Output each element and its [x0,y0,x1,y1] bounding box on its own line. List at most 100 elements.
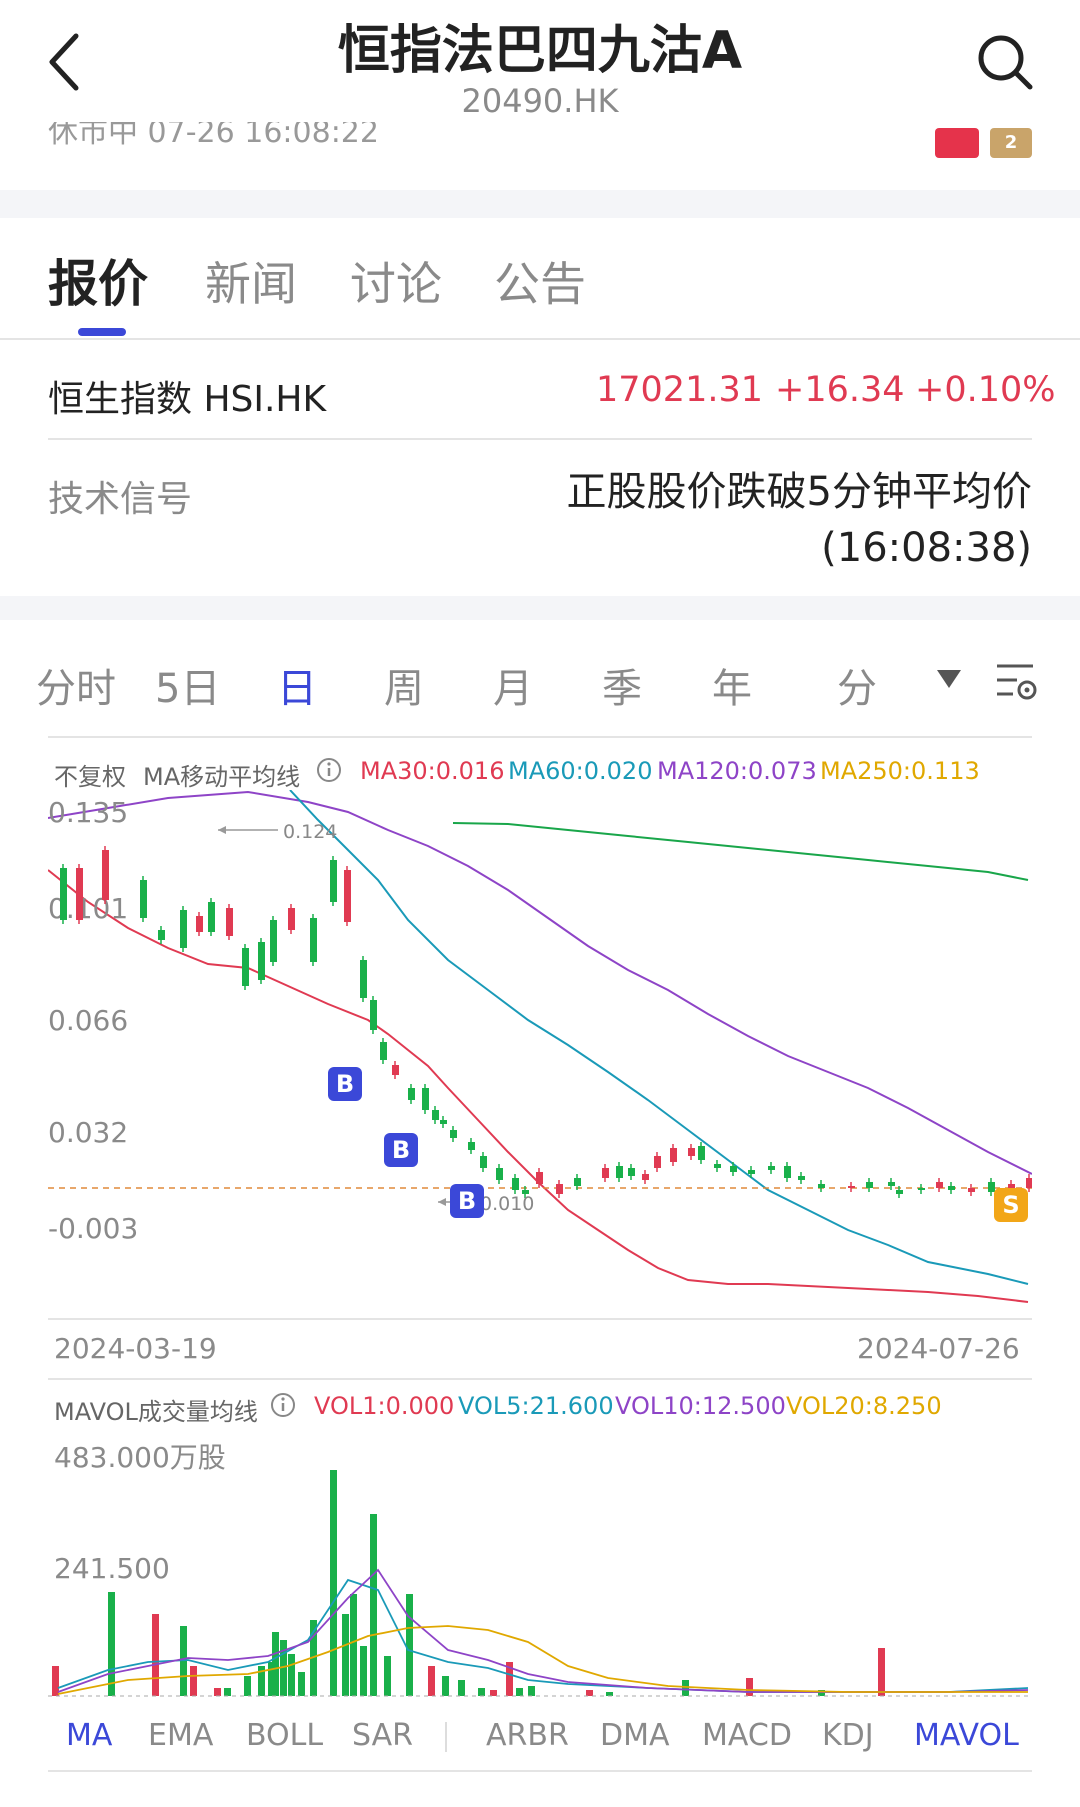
candle-body [196,916,203,932]
candle-body [288,908,295,930]
volume-bar [586,1690,593,1696]
volume-chart[interactable] [48,1430,1032,1700]
candle-body [714,1164,721,1168]
candle-body [258,942,265,980]
index-price: 17021.31 [596,370,764,410]
candle-body [642,1174,649,1180]
volume-bar [244,1676,251,1696]
candle-body [450,1130,457,1138]
high-annotation: 0.124 [283,821,337,843]
volume-bar [268,1662,275,1696]
candle-body [574,1178,581,1186]
volume-bar [478,1688,485,1696]
period-tab-year[interactable]: 年 [712,666,752,712]
indicator-sar[interactable]: SAR [352,1718,413,1753]
volume-bar [458,1680,465,1696]
volume-bar [258,1666,265,1696]
ma60-line [289,790,1029,1285]
dropdown-caret-icon[interactable] [935,668,963,690]
low-annotation: 0.010 [480,1193,534,1215]
buy-signal-badge[interactable]: B [328,1067,362,1101]
indicator-boll[interactable]: BOLL [246,1718,324,1753]
candle-body [848,1186,855,1188]
market-status: 休市中 07-26 16:08:22 [48,122,379,150]
bottom-divider [48,1770,1032,1772]
buy-signal-badge[interactable]: B [384,1133,418,1167]
vol5-value: VOL5:21.600 [458,1392,614,1420]
candle-body [380,1042,387,1060]
candle-body [748,1170,755,1174]
index-name[interactable]: 恒生指数 HSI.HK [48,379,327,420]
period-tab-minute[interactable]: 分 [837,666,877,712]
volume-bar [108,1592,115,1696]
indicator-ema[interactable]: EMA [148,1718,214,1753]
candle-body [654,1156,661,1168]
period-tab-intraday[interactable]: 分时 [36,666,116,712]
chart-divider [48,1378,1032,1380]
indicator-macd[interactable]: MACD [702,1718,792,1753]
row-divider [48,438,1032,440]
back-button[interactable] [44,30,92,94]
adjust-mode[interactable]: 不复权 [54,763,126,791]
vol-indicator-name: MAVOL成交量均线 [54,1398,258,1426]
candle-body [936,1182,943,1188]
vol10-line [57,1568,1029,1693]
vol10-value: VOL10:12.500 [615,1392,786,1420]
candle-body [918,1188,925,1190]
candle-body [798,1176,805,1180]
section-gap [0,190,1080,218]
volume-bar [52,1666,59,1696]
candle-body [888,1182,895,1186]
candle-body [440,1120,447,1124]
indicator-ma[interactable]: MA [66,1718,113,1753]
vol20-line [57,1625,1028,1695]
ma120-value: MA120:0.073 [657,757,817,785]
info-icon[interactable] [270,1392,296,1418]
info-icon[interactable] [316,757,342,783]
sell-signal-badge[interactable]: S [994,1188,1028,1222]
indicator-kdj[interactable]: KDJ [822,1718,874,1753]
volume-bar [224,1688,231,1696]
period-tab-week[interactable]: 周 [384,666,424,712]
signal-time: (16:08:38) [821,525,1032,571]
tab-news[interactable]: 新闻 [205,257,297,311]
candle-body [392,1065,399,1075]
indicator-separator [445,1722,447,1752]
ma60-value: MA60:0.020 [508,757,653,785]
volume-bar [214,1688,221,1696]
volume-bar [442,1676,449,1696]
tab-discussion[interactable]: 讨论 [350,257,442,311]
level-badge: 2 [990,128,1032,158]
indicator-arbr[interactable]: ARBR [486,1718,569,1753]
signal-text[interactable]: 正股股价跌破5分钟平均价 (16:08:38) [567,464,1032,576]
indicator-dma[interactable]: DMA [600,1718,670,1753]
search-icon [978,35,1033,90]
volume-bar [384,1656,391,1696]
volume-bar [746,1678,753,1696]
period-tab-month[interactable]: 月 [493,666,533,712]
period-tab-day[interactable]: 日 [277,666,317,712]
candle-body [556,1184,563,1194]
candle-body [344,870,351,922]
volume-bar [272,1632,279,1696]
buy-signal-badge[interactable]: B [450,1184,484,1218]
candle-body [480,1156,487,1168]
vol1-value: VOL1:0.000 [314,1392,455,1420]
candle-body [602,1168,609,1178]
indicator-mavol[interactable]: MAVOL [914,1718,1019,1753]
tab-quote[interactable]: 报价 [48,255,148,313]
period-tab-5day[interactable]: 5日 [155,666,221,712]
chart-settings-icon[interactable] [993,660,1039,704]
candle-body [522,1190,529,1194]
volume-bar [370,1514,377,1696]
tab-announcement[interactable]: 公告 [494,257,586,311]
search-button[interactable] [975,32,1035,92]
candle-body [628,1168,635,1176]
candle-body [698,1146,705,1160]
chevron-left-icon [49,33,79,91]
volume-bar [190,1666,197,1696]
period-tab-quarter[interactable]: 季 [602,666,642,712]
candle-body [226,908,233,936]
stock-code: 20490.HK [461,82,619,120]
